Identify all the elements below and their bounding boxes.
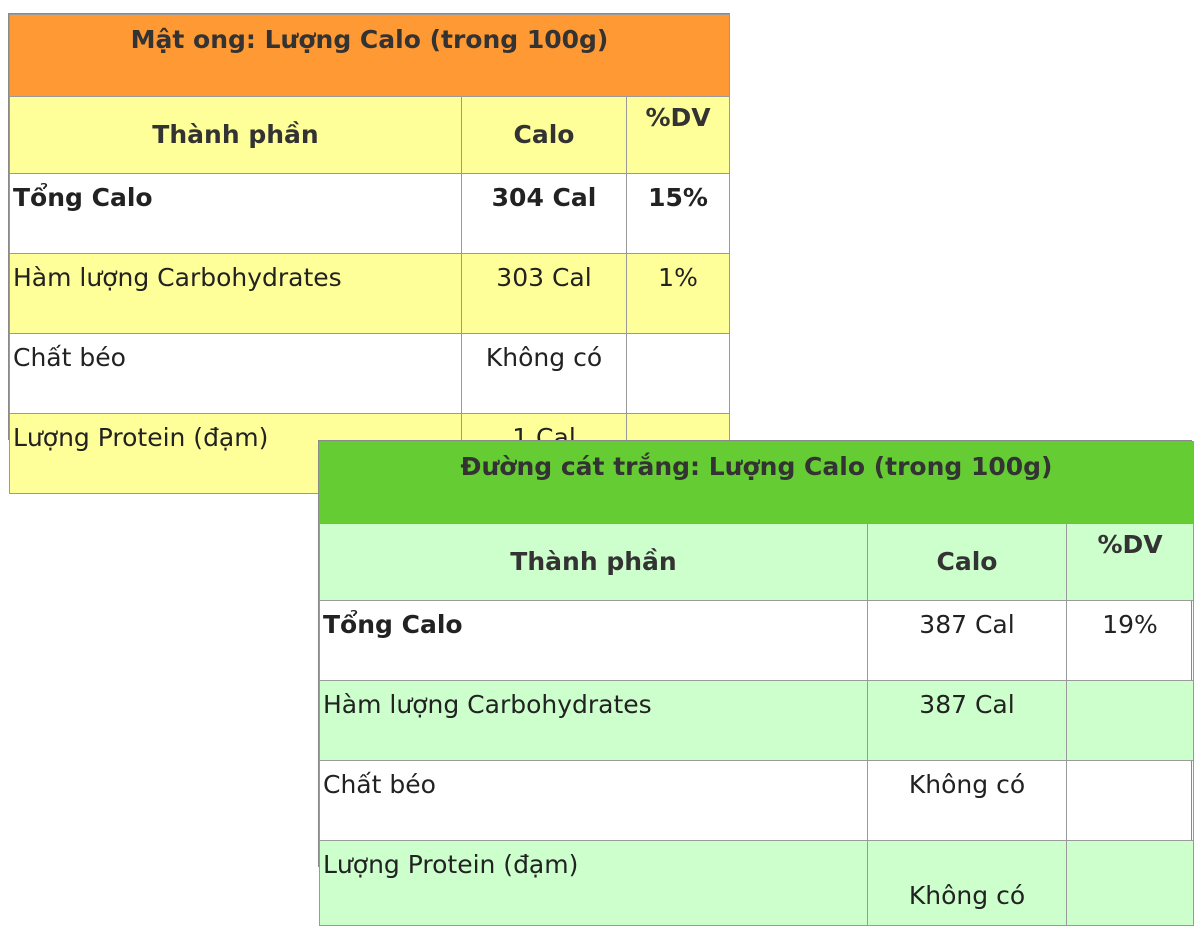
sugar-table-title: Đường cát trắng: Lượng Calo (trong 100g) bbox=[318, 441, 1195, 524]
header-component: Thành phần bbox=[9, 96, 462, 174]
table-row: Chất béo Không có bbox=[319, 760, 1195, 841]
table-row: Hàm lượng Carbohydrates 303 Cal 1% bbox=[9, 253, 731, 334]
row-label: Chất béo bbox=[9, 333, 462, 414]
row-dv: 19% bbox=[1065, 600, 1195, 681]
sugar-title-row: Đường cát trắng: Lượng Calo (trong 100g) bbox=[318, 441, 1195, 524]
row-calo: 387 Cal bbox=[867, 600, 1067, 681]
table-row: Hàm lượng Carbohydrates 387 Cal bbox=[319, 680, 1195, 761]
row-calo: Không có bbox=[867, 760, 1067, 841]
header-calo: Calo bbox=[461, 96, 627, 174]
row-label: Hàm lượng Carbohydrates bbox=[9, 253, 462, 334]
row-label: Hàm lượng Carbohydrates bbox=[319, 680, 868, 761]
row-calo: Không có bbox=[461, 333, 627, 414]
row-dv bbox=[1065, 840, 1195, 926]
row-calo: 387 Cal bbox=[867, 680, 1067, 761]
honey-table: Mật ong: Lượng Calo (trong 100g) Thành p… bbox=[8, 14, 731, 494]
table-row: Chất béo Không có bbox=[9, 333, 731, 414]
row-dv bbox=[625, 333, 731, 414]
table-row: Tổng Calo 304 Cal 15% bbox=[9, 173, 731, 254]
header-calo: Calo bbox=[867, 523, 1067, 601]
row-calo: 304 Cal bbox=[461, 173, 627, 254]
honey-title-row: Mật ong: Lượng Calo (trong 100g) bbox=[8, 14, 731, 97]
sugar-header-row: Thành phần Calo %DV bbox=[319, 523, 1195, 601]
row-label: Tổng Calo bbox=[9, 173, 462, 254]
honey-calorie-table: Mật ong: Lượng Calo (trong 100g) Thành p… bbox=[8, 13, 731, 494]
header-dv: %DV bbox=[625, 96, 731, 174]
row-label: Lượng Protein (đạm) bbox=[319, 840, 868, 926]
row-calo: 303 Cal bbox=[461, 253, 627, 334]
sugar-calorie-table: Đường cát trắng: Lượng Calo (trong 100g)… bbox=[318, 440, 1195, 926]
honey-table-title: Mật ong: Lượng Calo (trong 100g) bbox=[8, 14, 731, 97]
row-dv: 15% bbox=[625, 173, 731, 254]
table-row: Lượng Protein (đạm) Không có bbox=[319, 840, 1195, 926]
row-dv bbox=[1065, 760, 1195, 841]
row-dv bbox=[1065, 680, 1195, 761]
row-label: Chất béo bbox=[319, 760, 868, 841]
sugar-table: Đường cát trắng: Lượng Calo (trong 100g)… bbox=[318, 441, 1195, 926]
table-row: Tổng Calo 387 Cal 19% bbox=[319, 600, 1195, 681]
row-label: Tổng Calo bbox=[319, 600, 868, 681]
row-calo: Không có bbox=[867, 840, 1067, 926]
row-dv: 1% bbox=[625, 253, 731, 334]
header-component: Thành phần bbox=[319, 523, 868, 601]
honey-header-row: Thành phần Calo %DV bbox=[9, 96, 731, 174]
header-dv: %DV bbox=[1065, 523, 1195, 601]
